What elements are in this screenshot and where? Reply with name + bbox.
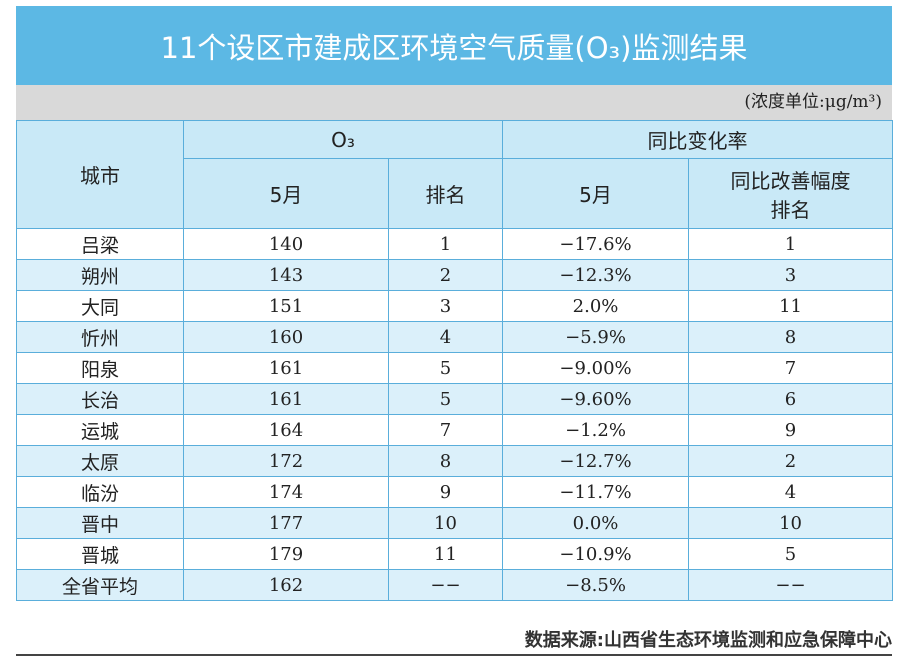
header-cell: O₃ (182, 120, 504, 159)
cell: −12.3% (502, 259, 690, 291)
data-row: 太原 172 8 −12.7% 2 (16, 445, 894, 477)
cell: 161 (183, 352, 389, 384)
cell: 151 (183, 290, 389, 322)
cell: 11 (387, 538, 504, 570)
cell: −5.9% (502, 321, 690, 353)
cell: −9.60% (502, 383, 690, 415)
cell: 朔州 (16, 259, 184, 291)
cell: 晋中 (16, 507, 184, 539)
cell: 2.0% (502, 290, 690, 322)
cell: 143 (183, 259, 389, 291)
cell: 阳泉 (16, 352, 184, 384)
cell: 运城 (16, 414, 184, 446)
cell: 177 (183, 507, 389, 539)
data-row: 全省平均 162 −− −8.5% −− (16, 569, 894, 601)
header-row: 城市 O₃ 同比变化率 (16, 120, 894, 229)
cell: −− (688, 569, 894, 601)
data-row: 晋城 179 11 −10.9% 5 (16, 538, 894, 570)
cell: 4 (387, 321, 504, 353)
cell: −8.5% (502, 569, 690, 601)
cell: 164 (183, 414, 389, 446)
cell: 160 (183, 321, 389, 353)
cell: 8 (688, 321, 894, 353)
cell: 6 (688, 383, 894, 415)
cell: 8 (387, 445, 504, 477)
cell: 4 (688, 476, 894, 508)
cell: 大同 (16, 290, 184, 322)
data-row: 临汾 174 9 −11.7% 4 (16, 476, 894, 508)
cell: −1.2% (502, 414, 690, 446)
cell: 5 (688, 538, 894, 570)
header-cell: 城市 (16, 120, 184, 229)
data-row: 运城 164 7 −1.2% 9 (16, 414, 894, 446)
data-row: 长治 161 5 −9.60% 6 (16, 383, 894, 415)
cell: 10 (387, 507, 504, 539)
cell: 10 (688, 507, 894, 539)
cell: 3 (688, 259, 894, 291)
cell: 长治 (16, 383, 184, 415)
cell: 7 (688, 352, 894, 384)
cell: 1 (387, 228, 504, 260)
table: 城市 O₃ 同比变化率 5月 排名 5月 同比改善幅度排名 吕梁 140 1 −17.… (16, 120, 894, 601)
data-row: 大同 151 3 2.0% 11 (16, 290, 894, 322)
cell: 9 (688, 414, 894, 446)
cell: 3 (387, 290, 504, 322)
cell: 9 (387, 476, 504, 508)
title: 11个设区市建成区环境空气质量(O₃)监测结果 (16, 6, 892, 85)
header-cell: 同比变化率 (502, 120, 894, 159)
cell: 174 (183, 476, 389, 508)
cell: −11.7% (502, 476, 690, 508)
cell: 5 (387, 383, 504, 415)
cell: 忻州 (16, 321, 184, 353)
data-row: 吕梁 140 1 −17.6% 1 (16, 228, 894, 260)
header-row: 5月 排名 5月 同比改善幅度排名 (17, 158, 894, 229)
header-cell: 同比改善幅度排名 (688, 158, 894, 229)
unit: (浓度单位:μg/m³) (16, 85, 892, 120)
cell: −17.6% (502, 228, 690, 260)
cell: 太原 (16, 445, 184, 477)
cell: 2 (688, 445, 894, 477)
cell: 0.0% (502, 507, 690, 539)
cell: 2 (387, 259, 504, 291)
cell: −− (387, 569, 504, 601)
cell: 161 (183, 383, 389, 415)
cell: 140 (183, 228, 389, 260)
cell: −10.9% (502, 538, 690, 570)
header-cell: 排名 (387, 158, 504, 229)
cell: 吕梁 (16, 228, 184, 260)
data-row: 忻州 160 4 −5.9% 8 (16, 321, 894, 353)
cell: 11 (688, 290, 894, 322)
data-row: 阳泉 161 5 −9.00% 7 (16, 352, 894, 384)
cell: −12.7% (502, 445, 690, 477)
cell: 晋城 (16, 538, 184, 570)
source: 数据来源:山西省生态环境监测和应急保障中心 (524, 630, 892, 651)
cell: 179 (183, 538, 389, 570)
data-row: 朔州 143 2 −12.3% 3 (16, 259, 894, 291)
cell: 1 (688, 228, 894, 260)
cell: 162 (183, 569, 389, 601)
data-row: 晋中 177 10 0.0% 10 (16, 507, 894, 539)
rule (16, 654, 892, 656)
cell: 全省平均 (16, 569, 184, 601)
cell: 临汾 (16, 476, 184, 508)
cell: 7 (387, 414, 504, 446)
cell: −9.00% (502, 352, 690, 384)
cell: 172 (183, 445, 389, 477)
header-cell: 5月 (502, 158, 690, 229)
header-cell: 5月 (183, 158, 389, 229)
cell: 5 (387, 352, 504, 384)
